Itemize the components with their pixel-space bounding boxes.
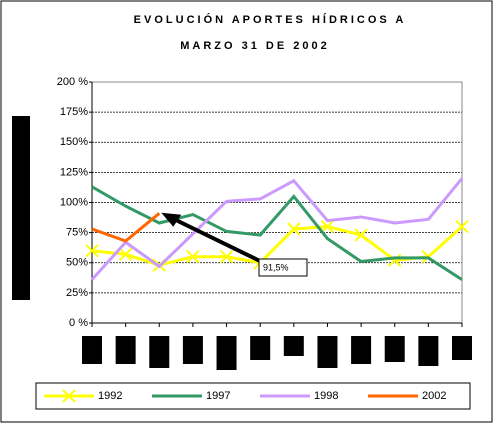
point-marker (219, 250, 234, 264)
redacted-x-label (149, 336, 170, 368)
y-tick-label: 0 % (69, 317, 88, 329)
redacted-x-label (250, 336, 271, 360)
point-marker (354, 228, 368, 242)
y-tick-label: 150% (60, 136, 88, 148)
marker-stroke (320, 219, 335, 234)
legend-marker (62, 389, 76, 403)
y-tick-label: 75% (66, 227, 88, 239)
annotation-text: 91,5% (263, 262, 289, 272)
redacted-x-label (82, 336, 102, 364)
redacted-x-label (216, 336, 237, 370)
redacted-axis-title (12, 116, 30, 300)
point-marker (186, 250, 200, 264)
marker-stroke (118, 247, 133, 262)
marker-stroke (219, 250, 234, 264)
point-marker (455, 219, 469, 234)
point-marker (118, 247, 133, 262)
series-line (90, 177, 464, 281)
marker-stroke (62, 389, 76, 403)
marker-stroke (455, 219, 469, 234)
legend-label: 1992 (98, 390, 122, 402)
marker-stroke (354, 228, 368, 242)
point-marker (320, 219, 335, 234)
chart-title: MARZO 31 DE 2002 (180, 40, 329, 52)
chart-title: EVOLUCIÓN APORTES HÍDRICOS A (134, 13, 407, 26)
point-marker (287, 222, 301, 236)
redacted-x-label (418, 336, 439, 366)
y-tick-label: 100% (60, 196, 88, 208)
y-tick-label: 175% (60, 106, 88, 118)
y-tick-label: 200 % (57, 76, 88, 88)
marker-stroke (186, 250, 200, 264)
arrow-head (161, 212, 182, 227)
annotation-box (258, 258, 308, 277)
marker-stroke (287, 222, 301, 236)
annotation-arrow (172, 216, 263, 264)
series-line (91, 185, 463, 281)
redacted-x-label (283, 336, 304, 356)
redacted-x-label (182, 336, 203, 364)
point-marker (388, 253, 402, 268)
legend-label: 1997 (206, 390, 230, 402)
legend-label: 2002 (422, 390, 446, 402)
legend-label: 1998 (314, 390, 338, 402)
series-line (91, 212, 161, 243)
marker-stroke (388, 253, 402, 268)
redacted-x-label (452, 336, 472, 360)
redacted-x-label (115, 336, 136, 364)
y-tick-label: 50% (66, 257, 88, 269)
redacted-x-label (351, 336, 372, 364)
y-tick-label: 125% (60, 166, 88, 178)
marker-stroke (85, 243, 99, 258)
redacted-x-label (317, 336, 338, 368)
redacted-x-label (384, 336, 405, 362)
y-tick-label: 25% (66, 287, 88, 299)
point-marker (85, 243, 99, 258)
